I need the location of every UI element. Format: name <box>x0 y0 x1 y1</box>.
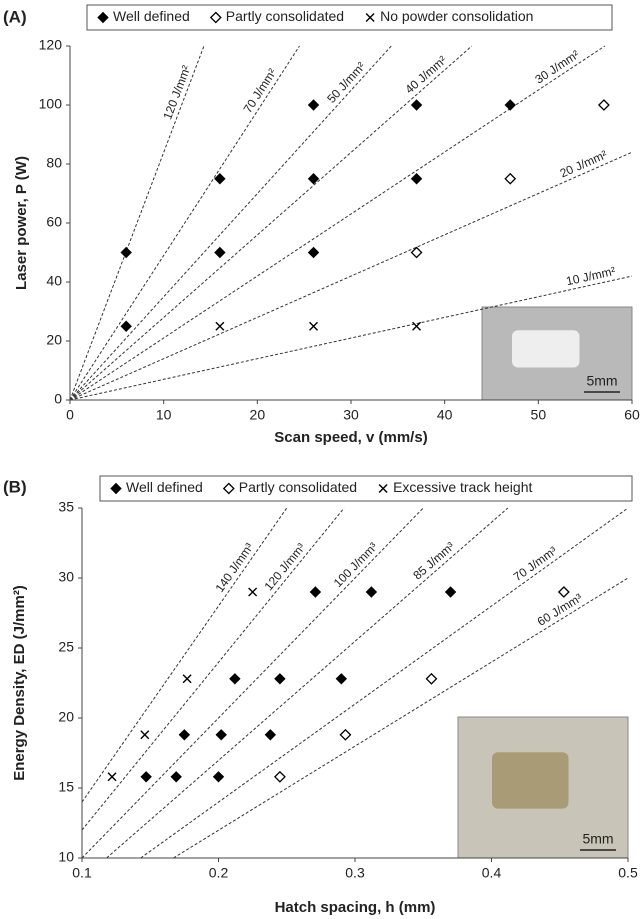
y-tick-label: 0 <box>54 391 62 407</box>
reference-line-label: 85 J/mm³ <box>410 539 457 582</box>
data-point <box>216 322 224 330</box>
reference-line <box>70 46 299 400</box>
x-tick-label: 40 <box>437 407 453 423</box>
reference-line-label: 60 J/mm³ <box>535 591 585 629</box>
data-point <box>309 248 319 258</box>
y-tick-label: 25 <box>58 639 74 655</box>
data-point <box>249 588 257 596</box>
legend-label: Well defined <box>126 479 203 495</box>
y-tick-label: 20 <box>58 709 74 725</box>
y-tick-label: 120 <box>39 37 63 53</box>
x-tick-label: 30 <box>343 407 359 423</box>
data-point <box>230 674 240 684</box>
legend-label: No powder consolidation <box>380 8 533 24</box>
y-tick-label: 80 <box>46 155 62 171</box>
data-point <box>309 174 319 184</box>
reference-line <box>70 46 391 400</box>
data-point <box>214 772 224 782</box>
reference-line <box>70 46 204 400</box>
x-axis-title: Scan speed, v (mm/s) <box>274 429 427 446</box>
reference-line <box>70 46 472 400</box>
reference-line-label: 70 J/mm² <box>240 66 279 116</box>
data-point <box>505 174 515 184</box>
data-point <box>336 674 346 684</box>
x-tick-label: 0.2 <box>209 865 229 881</box>
x-tick-label: 50 <box>531 407 547 423</box>
data-point <box>275 674 285 684</box>
data-point <box>426 674 436 684</box>
data-point <box>310 322 318 330</box>
data-point <box>446 587 456 597</box>
y-tick-label: 15 <box>58 779 74 795</box>
y-tick-label: 60 <box>46 214 62 230</box>
x-tick-label: 60 <box>624 407 640 423</box>
y-tick-label: 20 <box>46 332 62 348</box>
panel-label: (B) <box>3 477 27 496</box>
reference-line-label: 20 J/mm² <box>558 147 609 180</box>
reference-line-label: 100 J/mm³ <box>331 540 381 590</box>
reference-line-label: 10 J/mm² <box>565 264 617 288</box>
panel-label: (A) <box>3 7 27 26</box>
data-point <box>141 772 151 782</box>
y-axis-title: Laser power, P (W) <box>13 156 30 290</box>
y-tick-label: 40 <box>46 273 62 289</box>
inset-sample <box>512 330 580 367</box>
y-tick-label: 100 <box>39 96 63 112</box>
legend-label: Excessive track height <box>393 479 532 495</box>
data-point <box>183 675 191 683</box>
inset-sample <box>492 752 569 808</box>
y-axis-title: Energy Density, ED (J/mm²) <box>11 585 28 781</box>
data-point <box>366 587 376 597</box>
y-tick-label: 30 <box>58 569 74 585</box>
data-point <box>275 772 285 782</box>
reference-line <box>82 508 287 802</box>
x-tick-label: 0 <box>66 407 74 423</box>
data-point <box>310 587 320 597</box>
data-point <box>121 321 131 331</box>
reference-line-label: 70 J/mm³ <box>511 544 560 585</box>
reference-line <box>107 508 508 858</box>
data-point <box>559 587 569 597</box>
x-tick-label: 0.3 <box>345 865 365 881</box>
x-tick-label: 0.1 <box>72 865 92 881</box>
data-point <box>413 322 421 330</box>
x-tick-label: 10 <box>156 407 172 423</box>
reference-line-label: 40 J/mm² <box>402 53 449 97</box>
reference-line-label: 50 J/mm² <box>324 59 368 105</box>
reference-line-label: 120 J/mm³ <box>261 540 308 593</box>
x-tick-label: 20 <box>250 407 266 423</box>
data-point <box>179 730 189 740</box>
data-point <box>215 248 225 258</box>
y-tick-label: 35 <box>58 499 74 515</box>
x-tick-label: 0.5 <box>618 865 638 881</box>
data-point <box>108 773 116 781</box>
inset-scale-label: 5mm <box>582 831 613 847</box>
data-point <box>599 100 609 110</box>
data-point <box>265 730 275 740</box>
data-point <box>215 174 225 184</box>
data-point <box>412 174 422 184</box>
legend-label: Well defined <box>113 8 190 24</box>
data-point <box>340 730 350 740</box>
data-point <box>171 772 181 782</box>
data-point <box>505 100 515 110</box>
reference-line-label: 30 J/mm² <box>532 47 581 86</box>
data-point <box>216 730 226 740</box>
data-point <box>412 100 422 110</box>
data-point <box>309 100 319 110</box>
reference-line-label: 120 J/mm² <box>160 63 193 121</box>
x-tick-label: 0.4 <box>482 865 502 881</box>
reference-line <box>82 508 423 858</box>
legend-label: Partly consolidated <box>239 479 357 495</box>
reference-line-label: 140 J/mm³ <box>213 540 257 595</box>
data-point <box>412 248 422 258</box>
reference-line <box>82 508 344 830</box>
y-tick-label: 10 <box>58 849 74 865</box>
figure: 5mm 120 J/mm² 70 J/mm² 50 J/mm² 40 J/mm² 30 J… <box>0 0 644 919</box>
data-point <box>121 248 131 258</box>
x-axis-title: Hatch spacing, h (mm) <box>275 899 436 916</box>
inset-scale-label: 5mm <box>586 373 617 389</box>
legend-label: Partly consolidated <box>226 8 344 24</box>
data-point <box>141 731 149 739</box>
